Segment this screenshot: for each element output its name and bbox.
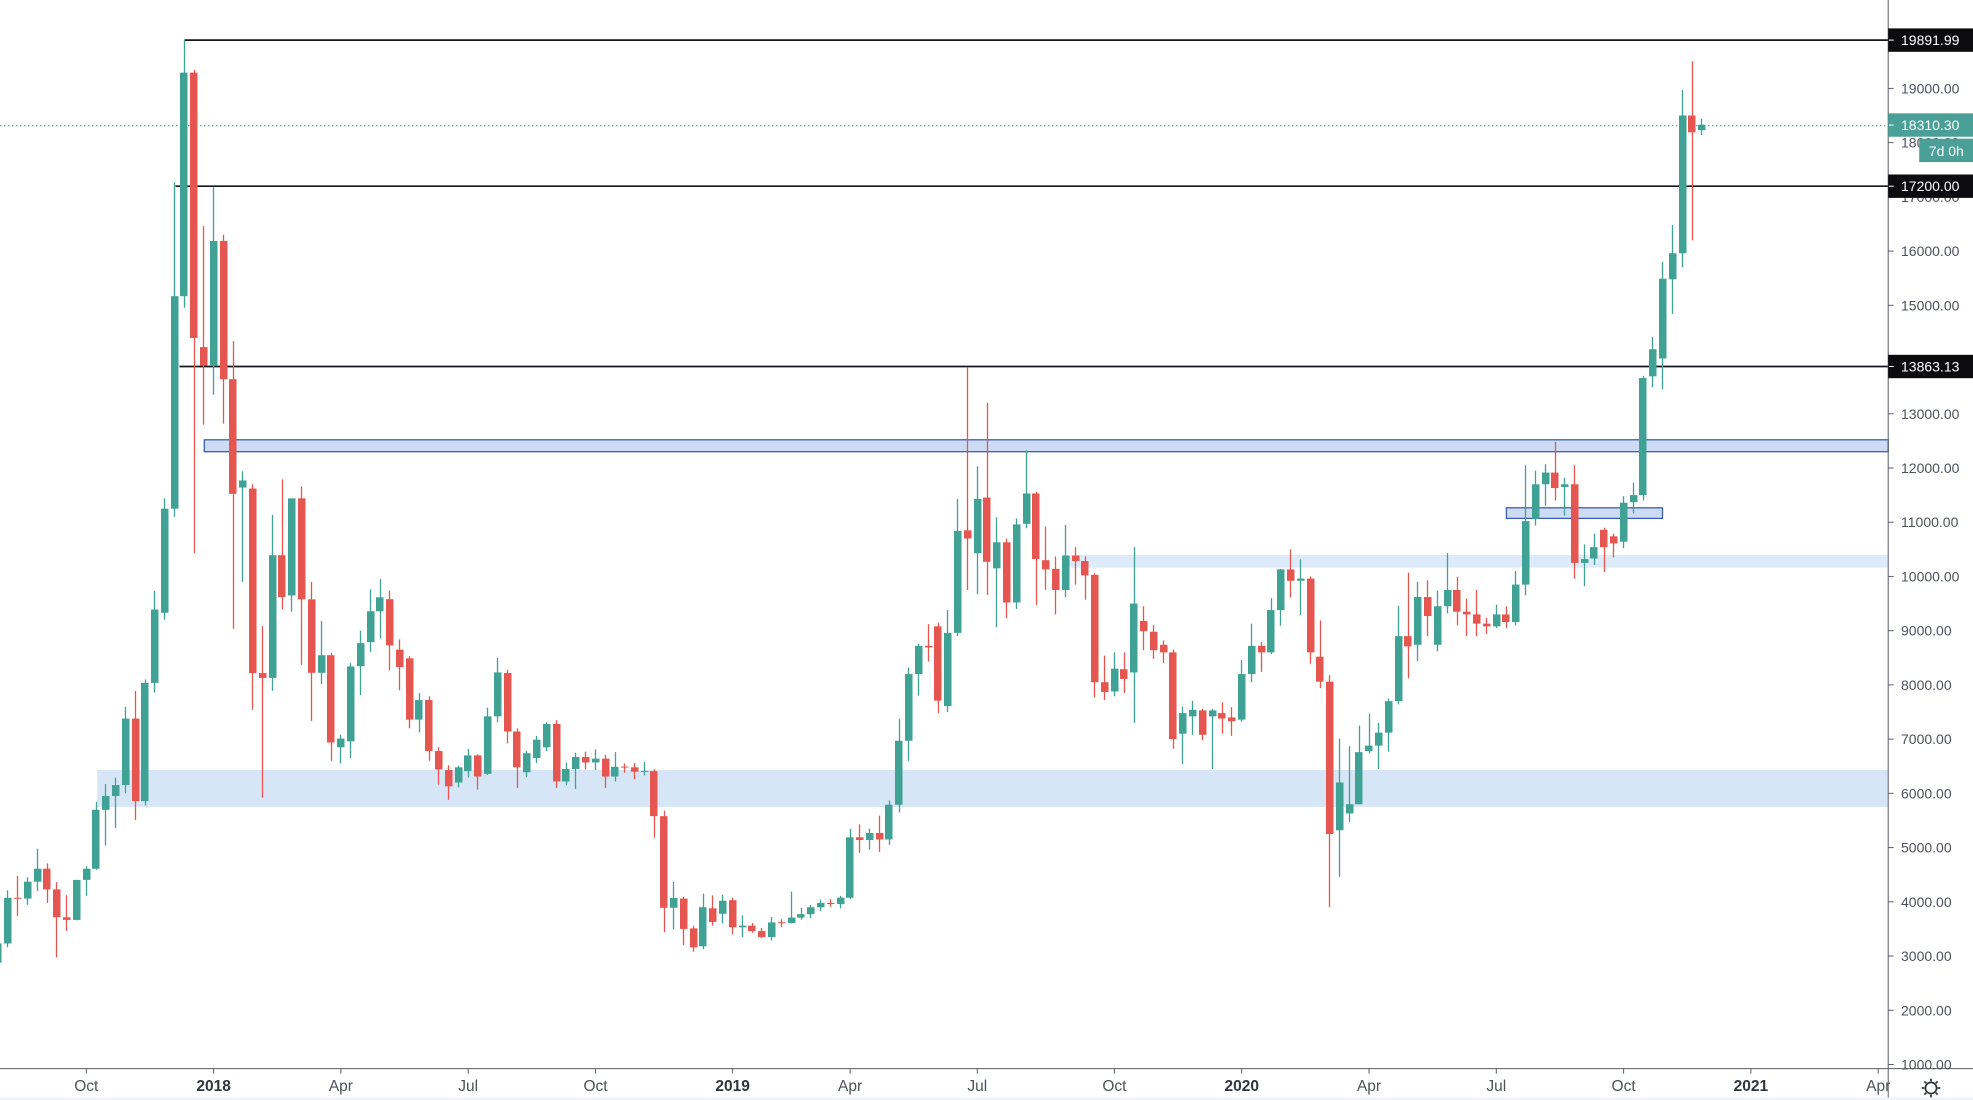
svg-text:19891.99: 19891.99 bbox=[1901, 32, 1960, 48]
svg-text:9000.00: 9000.00 bbox=[1901, 623, 1952, 639]
svg-text:15000.00: 15000.00 bbox=[1901, 297, 1960, 313]
svg-text:Jul: Jul bbox=[1486, 1078, 1506, 1095]
svg-text:12000.00: 12000.00 bbox=[1901, 460, 1960, 476]
svg-text:8000.00: 8000.00 bbox=[1901, 677, 1952, 693]
svg-text:11000.00: 11000.00 bbox=[1901, 514, 1959, 530]
svg-text:13863.13: 13863.13 bbox=[1901, 359, 1960, 375]
svg-text:18310.30: 18310.30 bbox=[1901, 117, 1960, 133]
svg-text:Oct: Oct bbox=[1612, 1078, 1637, 1095]
svg-text:Apr: Apr bbox=[1866, 1078, 1890, 1095]
svg-text:19000.00: 19000.00 bbox=[1901, 80, 1960, 96]
svg-text:16000.00: 16000.00 bbox=[1901, 243, 1960, 259]
svg-text:5000.00: 5000.00 bbox=[1901, 840, 1952, 856]
svg-text:2018: 2018 bbox=[196, 1078, 231, 1095]
svg-text:7d 0h: 7d 0h bbox=[1929, 143, 1964, 159]
svg-text:1000.00: 1000.00 bbox=[1901, 1057, 1952, 1073]
svg-text:6000.00: 6000.00 bbox=[1901, 785, 1952, 801]
svg-text:7000.00: 7000.00 bbox=[1901, 731, 1952, 747]
svg-text:Oct: Oct bbox=[74, 1078, 99, 1095]
svg-text:2000.00: 2000.00 bbox=[1901, 1002, 1952, 1018]
svg-text:Oct: Oct bbox=[583, 1078, 608, 1095]
svg-text:2021: 2021 bbox=[1734, 1078, 1769, 1095]
svg-text:Jul: Jul bbox=[967, 1078, 987, 1095]
svg-text:Apr: Apr bbox=[329, 1078, 353, 1095]
svg-text:13000.00: 13000.00 bbox=[1901, 406, 1960, 422]
svg-text:2019: 2019 bbox=[715, 1078, 750, 1095]
svg-text:Apr: Apr bbox=[1357, 1078, 1381, 1095]
svg-text:Apr: Apr bbox=[838, 1078, 862, 1095]
svg-text:17200.00: 17200.00 bbox=[1901, 178, 1960, 194]
svg-text:10000.00: 10000.00 bbox=[1901, 568, 1960, 584]
svg-text:3000.00: 3000.00 bbox=[1901, 948, 1952, 964]
svg-text:2020: 2020 bbox=[1224, 1078, 1258, 1095]
svg-text:Oct: Oct bbox=[1102, 1078, 1127, 1095]
svg-text:Jul: Jul bbox=[458, 1078, 478, 1095]
svg-text:4000.00: 4000.00 bbox=[1901, 894, 1952, 910]
